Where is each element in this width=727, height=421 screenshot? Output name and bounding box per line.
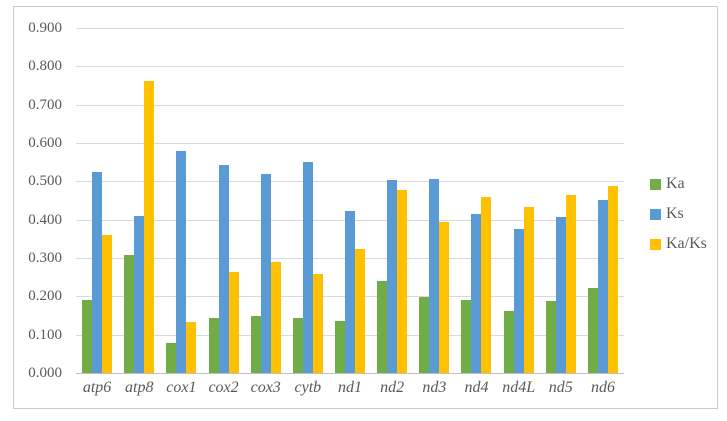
bar-group-nd4 xyxy=(455,29,497,373)
x-axis-label-nd5: nd5 xyxy=(548,379,573,396)
x-axis-label-atp8: atp8 xyxy=(125,379,154,396)
bar-ka-ks-nd3 xyxy=(439,222,450,373)
bar-ka-ks-atp8 xyxy=(144,80,155,373)
gridline xyxy=(76,28,624,29)
bar-ka-ks-nd6 xyxy=(607,185,618,373)
bar-ks-nd4 xyxy=(471,213,482,373)
bar-group-nd1 xyxy=(329,29,371,373)
y-tick-label: 0.100 xyxy=(28,326,62,343)
bar-ks-nd4L xyxy=(513,228,524,373)
bar-ks-atp8 xyxy=(134,216,145,373)
x-axis-label-nd6: nd6 xyxy=(590,379,615,396)
legend-item-ka: Ka xyxy=(650,175,707,193)
bar-group-atp8 xyxy=(118,29,160,373)
bar-ks-nd6 xyxy=(597,199,608,373)
bar-group-nd5 xyxy=(540,29,582,373)
bar-ks-cox1 xyxy=(176,151,187,373)
bar-group-nd2 xyxy=(371,29,413,373)
bar-ka-nd4L xyxy=(503,311,514,373)
bar-ka-cox2 xyxy=(208,317,219,373)
x-axis-label-cox1: cox1 xyxy=(166,379,197,396)
bar-ks-nd5 xyxy=(555,217,566,373)
y-tick-label: 0.800 xyxy=(28,58,62,75)
legend-item-ks: Ks xyxy=(650,205,707,223)
x-axis-label-nd3: nd3 xyxy=(422,379,447,396)
bar-group-cox3 xyxy=(245,29,287,373)
bar-ka-ks-nd4L xyxy=(523,206,534,373)
y-tick-label: 0.900 xyxy=(28,20,62,36)
bar-ks-nd1 xyxy=(345,210,356,373)
bar-ka-nd4 xyxy=(461,300,472,373)
y-tick-label: 0.300 xyxy=(28,250,62,266)
x-axis-label-atp6: atp6 xyxy=(82,379,112,396)
bar-ks-cox2 xyxy=(218,165,229,373)
bars-row xyxy=(76,29,624,373)
bar-group-cox1 xyxy=(160,29,202,373)
bar-ka-atp8 xyxy=(124,254,135,373)
x-axis-label-nd1: nd1 xyxy=(338,379,363,396)
x-axis-line xyxy=(76,373,624,374)
x-axis-label-nd2: nd2 xyxy=(380,379,405,396)
bar-group-nd4L xyxy=(498,29,540,373)
y-tick-label: 0.400 xyxy=(28,211,62,228)
bar-group-nd6 xyxy=(582,29,624,373)
legend: Ka Ks Ka/Ks xyxy=(650,175,707,265)
legend-swatch-icon xyxy=(650,238,661,250)
bar-ka-ks-atp6 xyxy=(102,235,113,373)
gridline xyxy=(76,104,624,106)
bar-group-cytb xyxy=(287,29,329,373)
bar-ka-cox3 xyxy=(250,315,261,373)
bar-ks-cox3 xyxy=(260,174,271,373)
y-axis-tick-labels: 0.000 0.100 0.200 0.300 0.400 0.500 0.600 0.700… xyxy=(14,20,68,381)
legend-swatch-icon xyxy=(650,178,661,190)
x-axis-labels: atp6 atp8 cox1 cox2 cox3 cytb nd1 nd2 nd3 nd4 nd4L… xyxy=(76,379,624,401)
bar-ka-atp6 xyxy=(82,300,93,373)
bar-ka-ks-nd4 xyxy=(481,197,492,373)
bar-ka-ks-cox3 xyxy=(270,262,281,373)
bar-ka-nd2 xyxy=(377,280,388,373)
legend-label: Ks xyxy=(666,205,684,222)
bar-ka-ks-nd1 xyxy=(355,248,366,373)
bar-ka-cytb xyxy=(292,317,303,373)
bar-ka-ks-cytb xyxy=(312,273,323,373)
y-tick-label: 0.500 xyxy=(28,173,62,190)
x-axis-label-nd4: nd4 xyxy=(464,379,489,396)
plot-area xyxy=(76,28,624,374)
bar-ks-nd3 xyxy=(429,179,440,373)
y-tick-label: 0.200 xyxy=(28,288,62,305)
bar-ka-ks-nd5 xyxy=(565,195,576,373)
bar-ka-ks-cox2 xyxy=(228,271,239,373)
bar-ka-nd3 xyxy=(419,296,430,373)
y-tick-label: 0.700 xyxy=(28,96,62,113)
legend-label: Ka/Ks xyxy=(666,235,707,252)
legend-label: Ka xyxy=(666,175,685,192)
x-axis-label-nd4L: nd4L xyxy=(502,379,536,396)
y-tick-label: 0.600 xyxy=(28,135,62,151)
gridline xyxy=(76,143,624,144)
legend-item-ka-ks: Ka/Ks xyxy=(650,235,707,253)
chart-frame: 0.000 0.100 0.200 0.300 0.400 0.500 0.600 0.700… xyxy=(13,6,718,409)
gridline xyxy=(76,181,624,183)
gridline xyxy=(76,66,624,68)
bar-group-atp6 xyxy=(76,29,118,373)
bar-ks-nd2 xyxy=(387,179,398,373)
y-tick-label: 0.000 xyxy=(28,365,62,381)
x-axis-label-cox2: cox2 xyxy=(208,379,239,396)
bar-ka-cox1 xyxy=(166,343,177,373)
bar-group-cox2 xyxy=(202,29,244,373)
bar-ks-atp6 xyxy=(92,172,103,373)
bar-group-nd3 xyxy=(413,29,455,373)
x-axis-label-cox3: cox3 xyxy=(250,379,281,396)
bar-ka-ks-cox1 xyxy=(186,322,197,373)
bar-ka-ks-nd2 xyxy=(397,189,408,373)
bar-ka-nd6 xyxy=(587,288,598,373)
bar-ka-nd1 xyxy=(335,320,346,373)
bar-ks-cytb xyxy=(302,161,313,373)
bar-ka-nd5 xyxy=(545,301,556,373)
x-axis-label-cytb: cytb xyxy=(294,379,322,396)
legend-swatch-icon xyxy=(650,208,661,220)
